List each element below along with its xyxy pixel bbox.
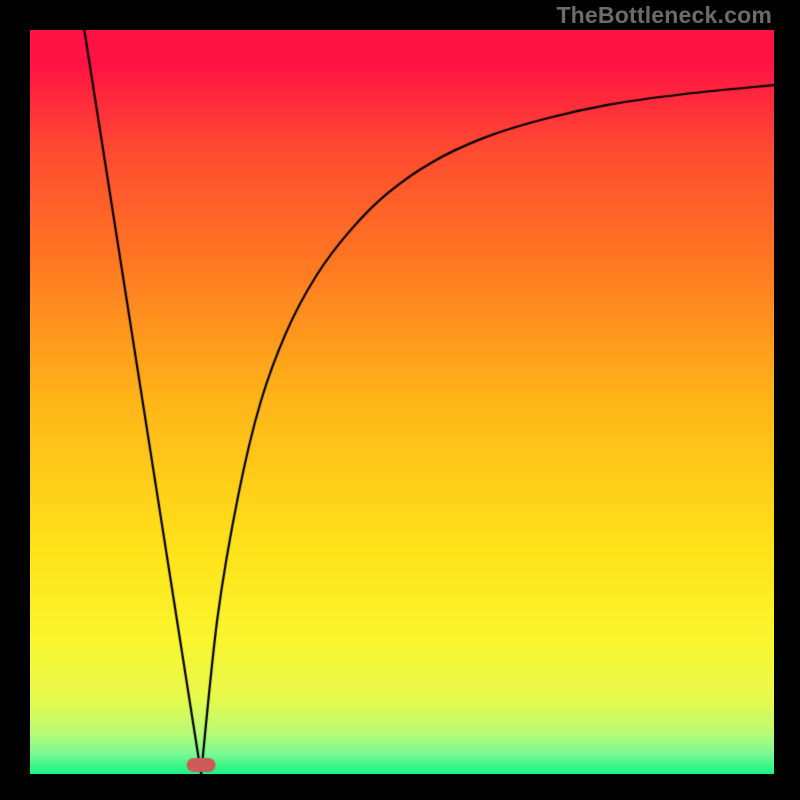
plot-area [30,30,774,774]
plot-canvas [30,30,774,774]
chart-stage: TheBottleneck.com [0,0,800,800]
watermark-text: TheBottleneck.com [556,2,772,29]
